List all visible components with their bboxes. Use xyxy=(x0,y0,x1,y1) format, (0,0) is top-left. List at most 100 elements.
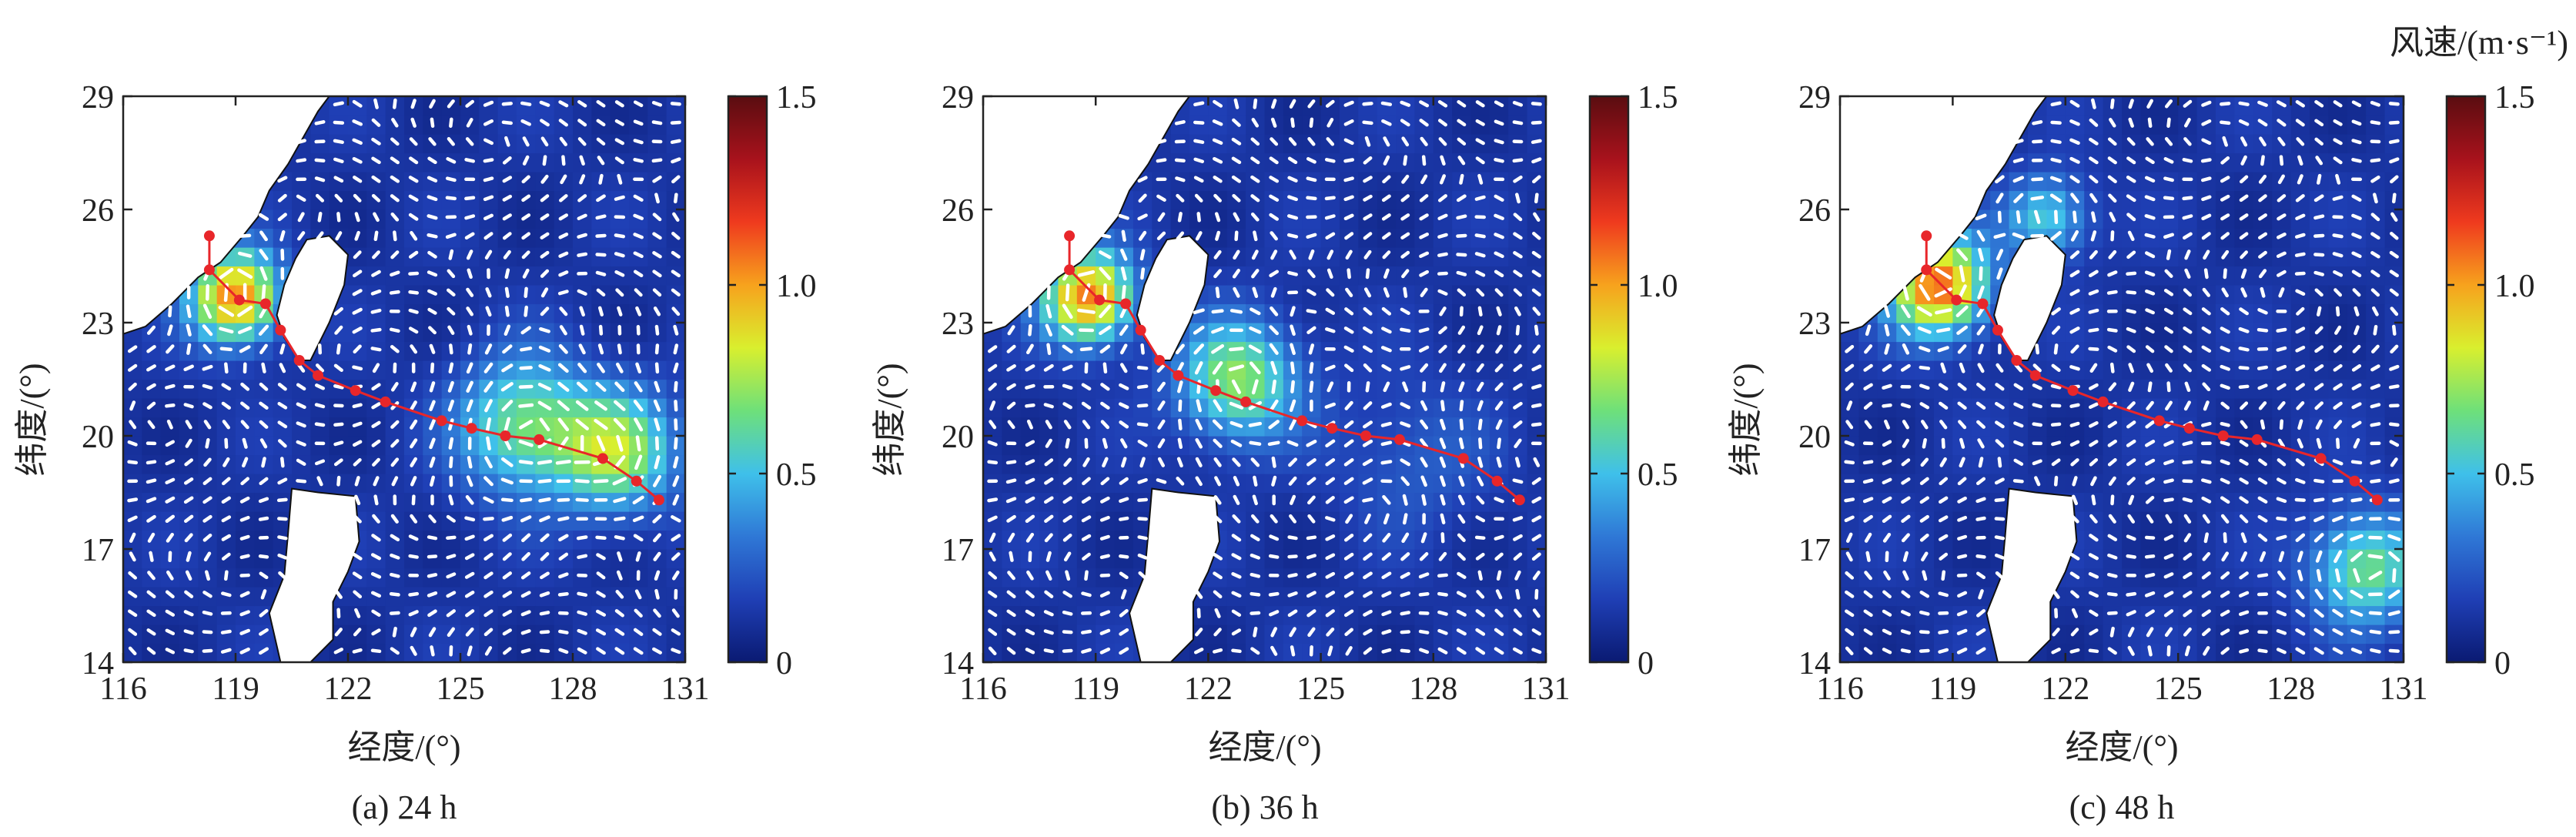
vector-arrow xyxy=(614,138,625,146)
vector-arrow xyxy=(1844,440,1855,447)
vector-arrow xyxy=(1119,324,1129,336)
vector-arrow xyxy=(2259,136,2267,147)
vector-arrow xyxy=(2294,497,2306,502)
vector-arrow xyxy=(1325,591,1336,598)
vector-arrow xyxy=(408,194,419,202)
vector-arrow xyxy=(1531,250,1541,259)
vector-arrow xyxy=(467,645,473,657)
vector-arrow xyxy=(1233,212,1240,223)
vector-arrow xyxy=(2315,419,2323,430)
vector-arrow xyxy=(2277,401,2286,410)
vector-arrow xyxy=(1121,284,1126,300)
vector-arrow xyxy=(1195,418,1203,430)
vector-arrow xyxy=(1251,379,1259,395)
vector-arrow xyxy=(1531,403,1542,408)
vector-arrow xyxy=(2350,497,2363,503)
vector-arrow xyxy=(2183,326,2193,334)
vector-arrow xyxy=(1137,213,1148,221)
vector-arrow xyxy=(2163,196,2175,201)
vector-arrow xyxy=(1363,420,1373,429)
vector-arrow xyxy=(2370,383,2381,390)
vector-arrow xyxy=(1957,401,1967,410)
vector-arrow xyxy=(183,364,194,372)
vector-arrow xyxy=(2332,647,2343,655)
vector-arrow xyxy=(237,268,253,280)
vector-arrow xyxy=(1977,285,1985,300)
vector-arrow xyxy=(2203,400,2210,411)
vector-arrow xyxy=(1862,497,1874,504)
vector-arrow xyxy=(1457,494,1465,506)
vector-arrow xyxy=(2257,533,2268,542)
vector-arrow xyxy=(1900,324,1911,336)
vector-arrow xyxy=(1402,494,1408,506)
vector-arrow xyxy=(617,173,623,185)
vector-arrow xyxy=(2351,194,2362,202)
vector-arrow xyxy=(1921,551,1929,562)
vector-arrow xyxy=(616,570,623,581)
vector-arrow xyxy=(652,647,662,655)
vector-arrow xyxy=(2164,326,2173,334)
vector-arrow xyxy=(1081,591,1092,598)
vector-arrow xyxy=(2146,137,2154,146)
vector-arrow xyxy=(1120,457,1127,468)
vector-arrow xyxy=(1531,422,1542,427)
vector-arrow xyxy=(1475,609,1485,618)
track-point xyxy=(1135,324,1146,336)
colorbar-tick-label: 0 xyxy=(1638,646,1654,681)
vector-arrow xyxy=(503,417,511,433)
vector-arrow xyxy=(296,139,306,145)
vector-arrow xyxy=(2332,459,2343,466)
vector-arrow xyxy=(1900,648,1912,654)
vector-arrow xyxy=(2220,647,2230,655)
vector-arrow xyxy=(1459,400,1464,412)
vector-arrow xyxy=(466,118,473,128)
y-tick-label: 14 xyxy=(1798,646,1831,681)
vector-arrow xyxy=(2370,251,2380,259)
vector-arrow xyxy=(1138,193,1147,203)
vector-arrow xyxy=(1513,383,1523,391)
vector-arrow xyxy=(561,155,566,166)
vector-arrow xyxy=(2202,551,2211,561)
vector-arrow xyxy=(2220,307,2230,316)
track-point xyxy=(2153,415,2165,427)
vector-arrow xyxy=(1381,571,1392,580)
vector-arrow xyxy=(654,570,661,581)
vector-arrow xyxy=(1345,249,1353,260)
vector-arrow xyxy=(2388,120,2400,125)
vector-arrow xyxy=(1958,420,1967,430)
vector-arrow xyxy=(1919,477,1929,485)
vector-arrow xyxy=(336,475,341,487)
vector-arrow xyxy=(522,136,530,147)
vector-arrow xyxy=(370,553,382,561)
vector-arrow xyxy=(557,381,570,392)
vector-arrow xyxy=(2069,440,2080,447)
vector-arrow xyxy=(390,457,400,467)
vector-arrow xyxy=(2260,286,2266,298)
vector-arrow xyxy=(1975,497,1986,504)
vector-arrow xyxy=(2276,648,2287,655)
vector-arrow xyxy=(1917,326,1932,334)
vector-arrow xyxy=(2089,249,2098,259)
vector-arrow xyxy=(1193,325,1205,335)
vector-arrow xyxy=(1231,591,1242,598)
vector-arrow xyxy=(2089,609,2099,617)
vector-arrow xyxy=(354,230,360,241)
vector-arrow xyxy=(2389,157,2400,164)
vector-arrow xyxy=(1939,401,1949,410)
vector-arrow xyxy=(500,477,514,485)
track-point xyxy=(1977,298,1989,310)
vector-arrow xyxy=(2069,307,2080,315)
vector-arrow xyxy=(410,231,418,241)
vector-arrow xyxy=(539,417,550,432)
vector-arrow xyxy=(335,231,343,241)
vector-arrow xyxy=(1045,303,1052,319)
vector-arrow xyxy=(1025,459,1035,466)
vector-arrow xyxy=(202,477,212,485)
vector-arrow xyxy=(2050,139,2062,144)
vector-arrow xyxy=(2032,422,2042,427)
vector-arrow xyxy=(1178,418,1183,430)
x-tick-label: 122 xyxy=(324,671,373,707)
vector-arrow xyxy=(1400,402,1411,410)
vector-arrow xyxy=(1901,458,1911,467)
vector-arrow xyxy=(1494,288,1504,297)
